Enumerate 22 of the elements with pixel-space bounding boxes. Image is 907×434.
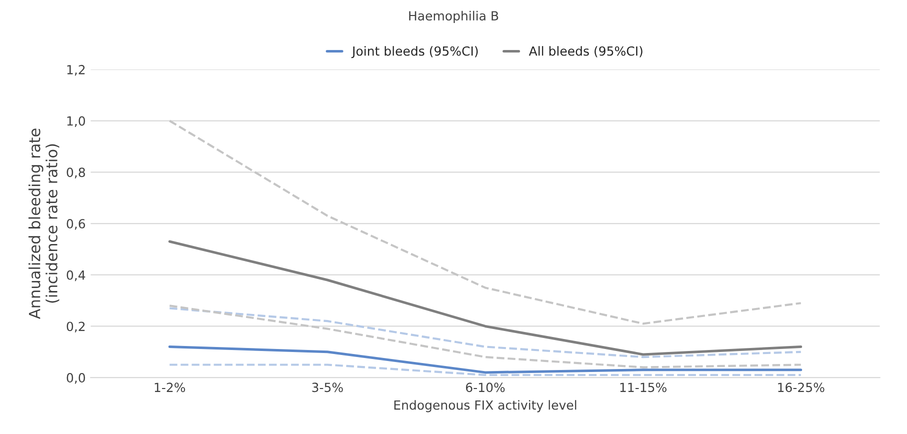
x-tick-label: 1-2% — [154, 382, 186, 392]
line-series — [168, 307, 802, 358]
y-tick-label: 1,2 — [67, 64, 85, 76]
y-tick-label: 0,2 — [66, 322, 85, 332]
line-series — [168, 120, 802, 325]
y-tick-label: 0,8 — [66, 168, 85, 178]
line-series — [168, 304, 802, 368]
x-axis-title: Endogenous FIX activity level — [394, 400, 576, 412]
x-tick-label: 16-25% — [778, 382, 824, 392]
y-tick-label: 0,0 — [66, 373, 86, 384]
legend-label: Joint bleeds (95%CI) — [351, 46, 478, 58]
y-axis-title: Annualized bleeding rate (incidence rate ratio) — [28, 128, 60, 320]
chart-title: Haemophilia B — [409, 10, 498, 23]
y-tick-label: 0,6 — [66, 218, 86, 230]
legend-label: All bleeds (95%CI) — [528, 46, 642, 58]
y-tick-label: 0,4 — [66, 270, 86, 282]
x-tick-label: 11-15% — [620, 382, 666, 392]
x-tick-label: 3-5% — [312, 382, 343, 392]
line-series — [168, 240, 802, 356]
y-tick-label: 1,0 — [67, 116, 86, 127]
line-series — [168, 346, 802, 374]
x-tick-label: 6-10% — [466, 382, 505, 392]
